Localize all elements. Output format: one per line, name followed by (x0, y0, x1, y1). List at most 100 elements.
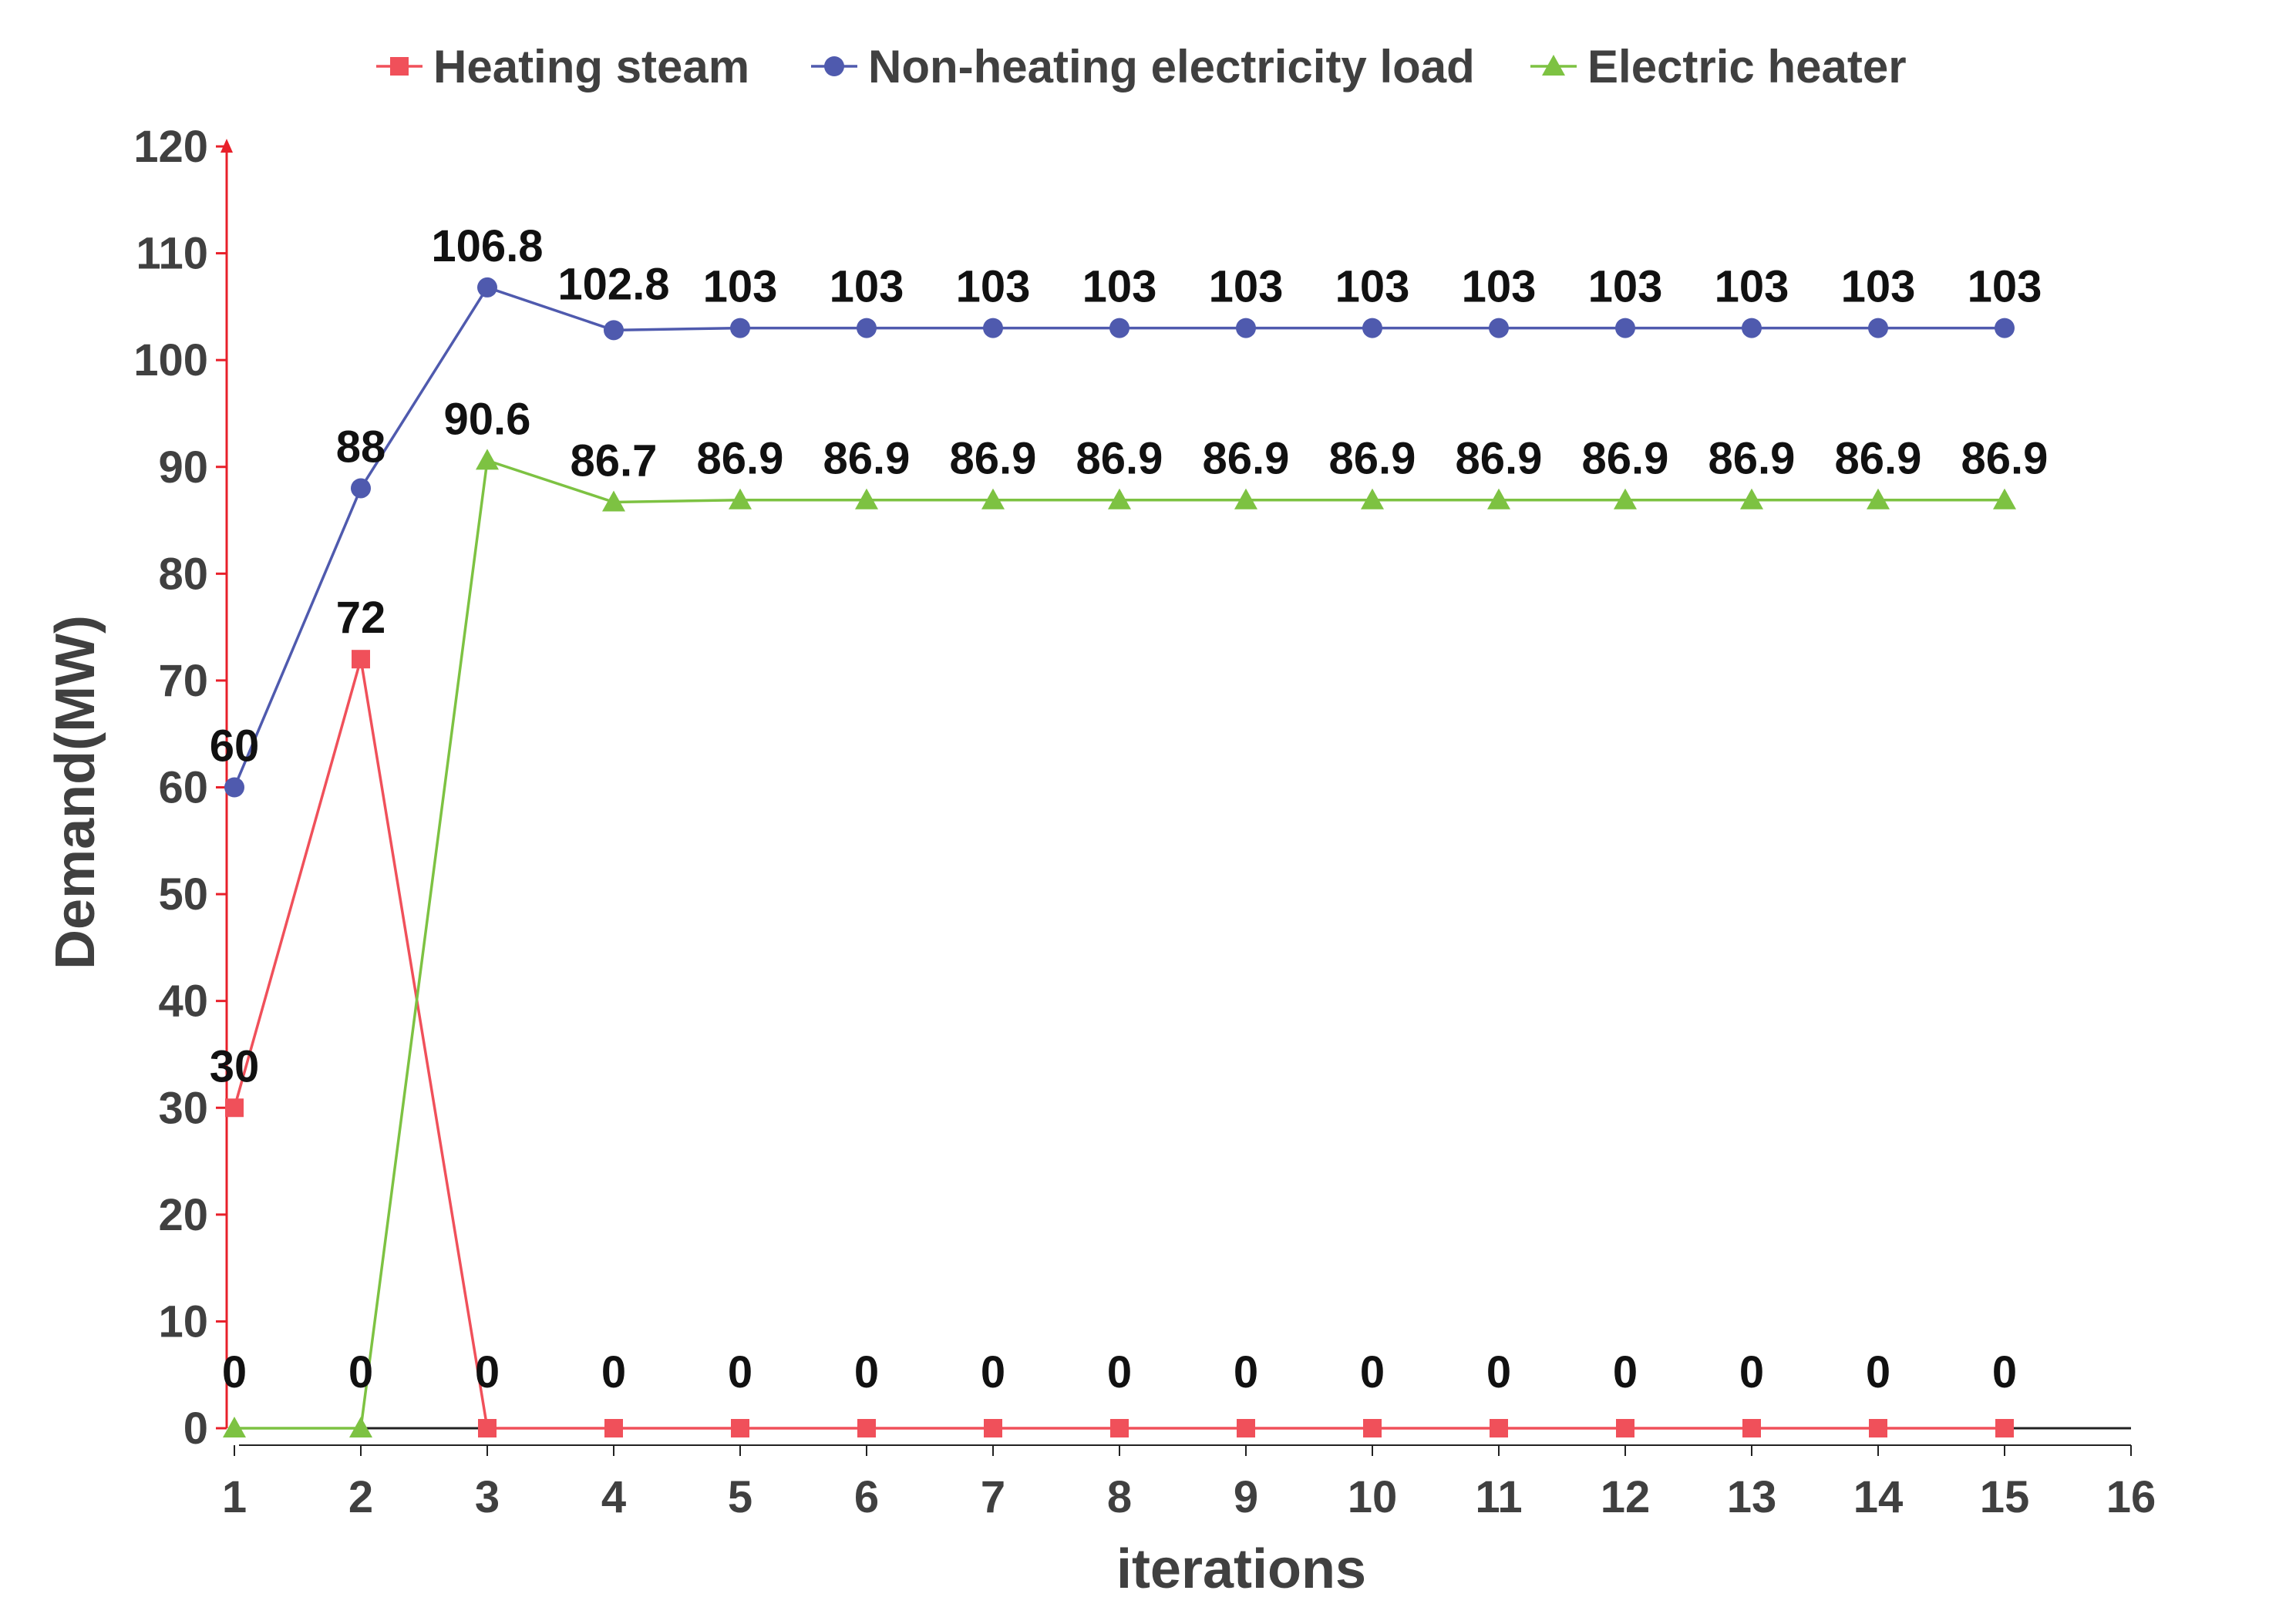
series-line-electric-heater (234, 459, 2005, 1430)
x-tick-label: 16 (2106, 1472, 2156, 1522)
data-point-electric-heater (1867, 488, 1890, 509)
data-point-heating-steam (604, 1419, 623, 1437)
data-point-heating-steam (225, 1098, 244, 1118)
data-label-non-heating-electricity-load: 60 (210, 721, 260, 772)
data-labels: 30 72 0 0 0 0 0 0 0 0 0 0 0 0 0 60 88 106.8 102.8 103 103 103… (210, 221, 2049, 1397)
data-label-non-heating-electricity-load: 103 (1082, 262, 1157, 312)
legend-marker-heating-steam (390, 57, 409, 76)
data-label-electric-heater: 86.9 (1203, 434, 1290, 484)
data-label-non-heating-electricity-load: 103 (1968, 262, 2042, 312)
data-label-electric-heater: 86.9 (1835, 434, 1922, 484)
y-tick-label: 10 (158, 1296, 208, 1347)
data-label-non-heating-electricity-load: 88 (336, 422, 386, 472)
data-label-electric-heater: 86.9 (1961, 434, 2049, 484)
data-label-heating-steam: 0 (728, 1347, 752, 1397)
data-point-electric-heater (1234, 488, 1257, 509)
data-point-non-heating-electricity-load (224, 777, 244, 798)
data-point-heating-steam (731, 1419, 749, 1437)
data-point-heating-steam (1363, 1419, 1382, 1437)
data-point-non-heating-electricity-load (1995, 318, 2015, 338)
y-tick-label: 80 (158, 549, 208, 599)
y-tick-label: 20 (158, 1190, 208, 1240)
x-tick-label: 1 (222, 1472, 247, 1522)
x-tick-label: 14 (1853, 1472, 1904, 1522)
data-label-electric-heater: 90.6 (444, 394, 531, 444)
x-tick-label: 15 (1980, 1472, 2030, 1522)
data-label-electric-heater: 86.9 (697, 434, 784, 484)
data-point-electric-heater (1108, 488, 1131, 509)
legend-label-heating-steam: Heating steam (433, 41, 749, 92)
y-tick-label: 30 (158, 1083, 208, 1133)
data-point-non-heating-electricity-load (1615, 318, 1635, 338)
data-point-electric-heater (223, 1417, 246, 1437)
data-point-heating-steam (352, 650, 370, 669)
data-label-heating-steam: 30 (210, 1041, 260, 1091)
y-tick-label: 0 (183, 1404, 208, 1454)
data-point-electric-heater (476, 449, 499, 470)
data-label-heating-steam: 0 (1360, 1347, 1385, 1397)
data-label-electric-heater: 86.9 (1456, 434, 1543, 484)
data-label-electric-heater: 0 (222, 1347, 247, 1397)
y-tick-label: 60 (158, 763, 208, 813)
data-point-non-heating-electricity-load (477, 277, 497, 298)
data-point-non-heating-electricity-load (1742, 318, 1762, 338)
data-label-heating-steam: 0 (1992, 1347, 2017, 1397)
legend-item-heating-steam: Heating steam (376, 41, 749, 92)
data-point-non-heating-electricity-load (1109, 318, 1129, 338)
data-label-electric-heater: 86.9 (1329, 434, 1416, 484)
data-label-heating-steam: 0 (475, 1347, 500, 1397)
data-point-non-heating-electricity-load (1489, 318, 1509, 338)
data-point-electric-heater (981, 488, 1005, 509)
data-point-non-heating-electricity-load (604, 320, 624, 341)
data-point-heating-steam (1995, 1419, 2014, 1437)
data-point-electric-heater (855, 488, 878, 509)
y-tick-label: 110 (136, 229, 208, 279)
data-point-electric-heater (1361, 488, 1384, 509)
data-label-heating-steam: 0 (1486, 1347, 1511, 1397)
data-label-heating-steam: 0 (981, 1347, 1005, 1397)
data-point-heating-steam (1616, 1419, 1634, 1437)
data-label-heating-steam: 0 (601, 1347, 626, 1397)
series-line-heating-steam (233, 657, 2005, 1430)
data-label-heating-steam: 0 (1739, 1347, 1764, 1397)
legend-item-electric-heater: Electric heater (1530, 41, 1907, 92)
data-point-electric-heater (1487, 488, 1510, 509)
data-label-electric-heater: 86.9 (1582, 434, 1669, 484)
y-tick-label: 50 (158, 869, 208, 920)
data-label-heating-steam: 0 (854, 1347, 879, 1397)
data-point-non-heating-electricity-load (351, 478, 371, 499)
data-point-heating-steam (1237, 1419, 1255, 1437)
data-label-non-heating-electricity-load: 103 (1209, 262, 1284, 312)
data-label-heating-steam: 0 (1107, 1347, 1132, 1397)
x-tick-label: 6 (854, 1472, 879, 1522)
data-point-non-heating-electricity-load (1362, 318, 1382, 338)
data-label-electric-heater: 0 (348, 1347, 373, 1397)
x-tick-label: 5 (728, 1472, 752, 1522)
x-tick-label: 12 (1601, 1472, 1651, 1522)
data-label-electric-heater: 86.9 (823, 434, 911, 484)
data-point-electric-heater (1993, 488, 2016, 509)
y-tick-label: 70 (158, 656, 208, 706)
y-tick-label: 120 (133, 122, 208, 172)
data-label-non-heating-electricity-load: 103 (1841, 262, 1916, 312)
data-label-non-heating-electricity-load: 103 (1588, 262, 1663, 312)
data-point-heating-steam (1869, 1419, 1887, 1437)
x-tick-label: 2 (348, 1472, 373, 1522)
data-point-electric-heater (602, 490, 625, 512)
data-label-heating-steam: 0 (1234, 1347, 1258, 1397)
data-label-non-heating-electricity-load: 103 (1715, 262, 1789, 312)
data-point-non-heating-electricity-load (857, 318, 877, 338)
data-point-heating-steam (1742, 1419, 1761, 1437)
x-axis-title: iterations (1116, 1538, 1366, 1600)
y-tick-label: 40 (158, 977, 208, 1027)
data-point-heating-steam (857, 1419, 876, 1437)
data-label-electric-heater: 86.9 (1076, 434, 1163, 484)
data-point-non-heating-electricity-load (730, 318, 750, 338)
legend-marker-non-heating-electricity-load (824, 56, 844, 76)
x-tick-label: 10 (1348, 1472, 1398, 1522)
data-label-non-heating-electricity-load: 103 (1462, 262, 1537, 312)
data-label-electric-heater: 86.7 (571, 435, 658, 486)
data-label-non-heating-electricity-load: 103 (703, 262, 778, 312)
